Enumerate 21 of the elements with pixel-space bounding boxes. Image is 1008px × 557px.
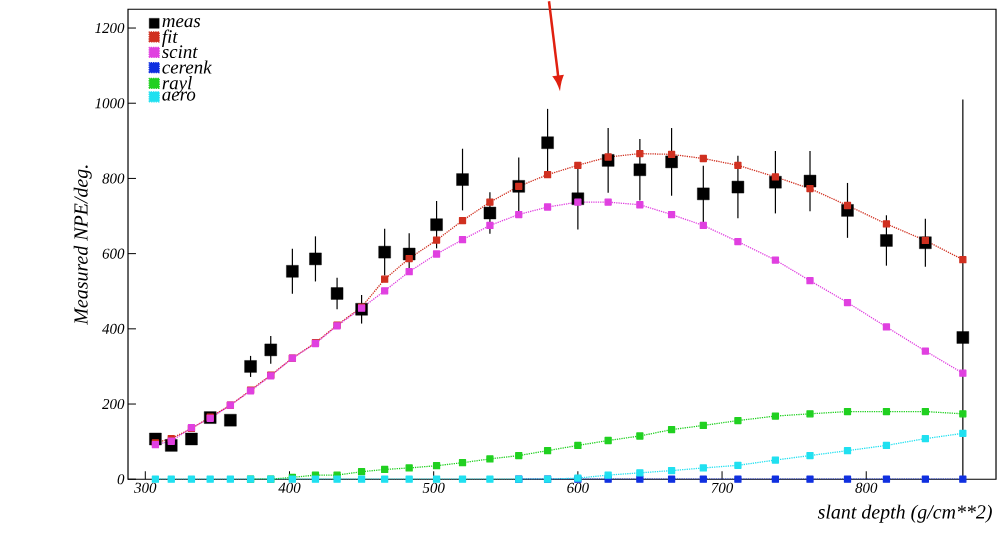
y-tick-label: 200 [102, 398, 125, 409]
legend-label: scint [162, 45, 198, 58]
legend-label: rayl [162, 75, 192, 94]
y-tick-label: 400 [102, 323, 125, 334]
y-tick-label: 1200 [95, 22, 125, 33]
y-axis-title: Measured NPE/deg. [73, 165, 92, 325]
x-tick-label: 700 [711, 482, 734, 493]
x-tick-label: 300 [134, 482, 157, 493]
y-tick-label: 600 [102, 248, 125, 259]
x-tick-label: 600 [567, 482, 589, 493]
legend-label: meas [162, 18, 201, 28]
x-tick-label: 800 [855, 482, 878, 493]
legend-label: cerenk [162, 60, 212, 74]
legend-label: fit [162, 29, 178, 47]
x-tick-label: 400 [278, 482, 301, 493]
y-tick-label: 1000 [95, 98, 125, 109]
x-axis-title: slant depth (g/cm**2) [817, 504, 992, 523]
y-tick-label: 800 [102, 173, 125, 184]
y-tick-label: 0 [117, 474, 125, 485]
legend-label: aero [162, 91, 196, 101]
x-tick-label: 500 [422, 482, 445, 493]
